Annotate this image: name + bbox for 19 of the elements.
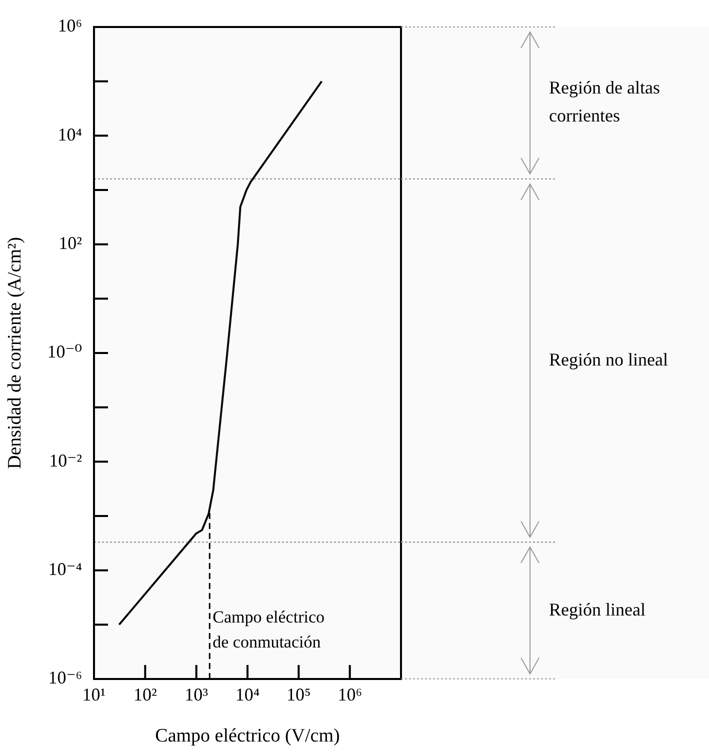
y-tick-label: 10²	[58, 233, 82, 254]
y-tick-label: 10⁻⁶	[48, 668, 82, 688]
y-tick-label: 10⁻⁴	[48, 559, 82, 580]
x-tick-label: 10⁵	[286, 684, 311, 705]
band-label: Región de altas corrientes	[549, 78, 660, 126]
y-tick-label: 10⁴	[58, 124, 82, 144]
x-tick-label: 10⁴	[235, 684, 260, 705]
x-tick-label: 10⁶	[338, 684, 362, 705]
band-label: Región lineal	[549, 599, 646, 620]
ref-line-label: Campo eléctrico de conmutación	[212, 607, 325, 652]
x-tick-label: 10²	[133, 684, 157, 705]
x-axis-title: Campo eléctrico (V/cm)	[155, 726, 340, 747]
y-axis-title: Densidad de corriente (A/cm²)	[4, 236, 26, 470]
y-tick-label: 10⁻⁰	[47, 342, 82, 362]
band-label: Región no lineal	[549, 349, 668, 370]
x-tick-label: 10³	[184, 684, 209, 705]
y-tick-label: 10⁻²	[49, 450, 82, 470]
y-tick-label: 10⁶	[58, 16, 82, 36]
x-tick-label: 10¹	[82, 684, 106, 705]
